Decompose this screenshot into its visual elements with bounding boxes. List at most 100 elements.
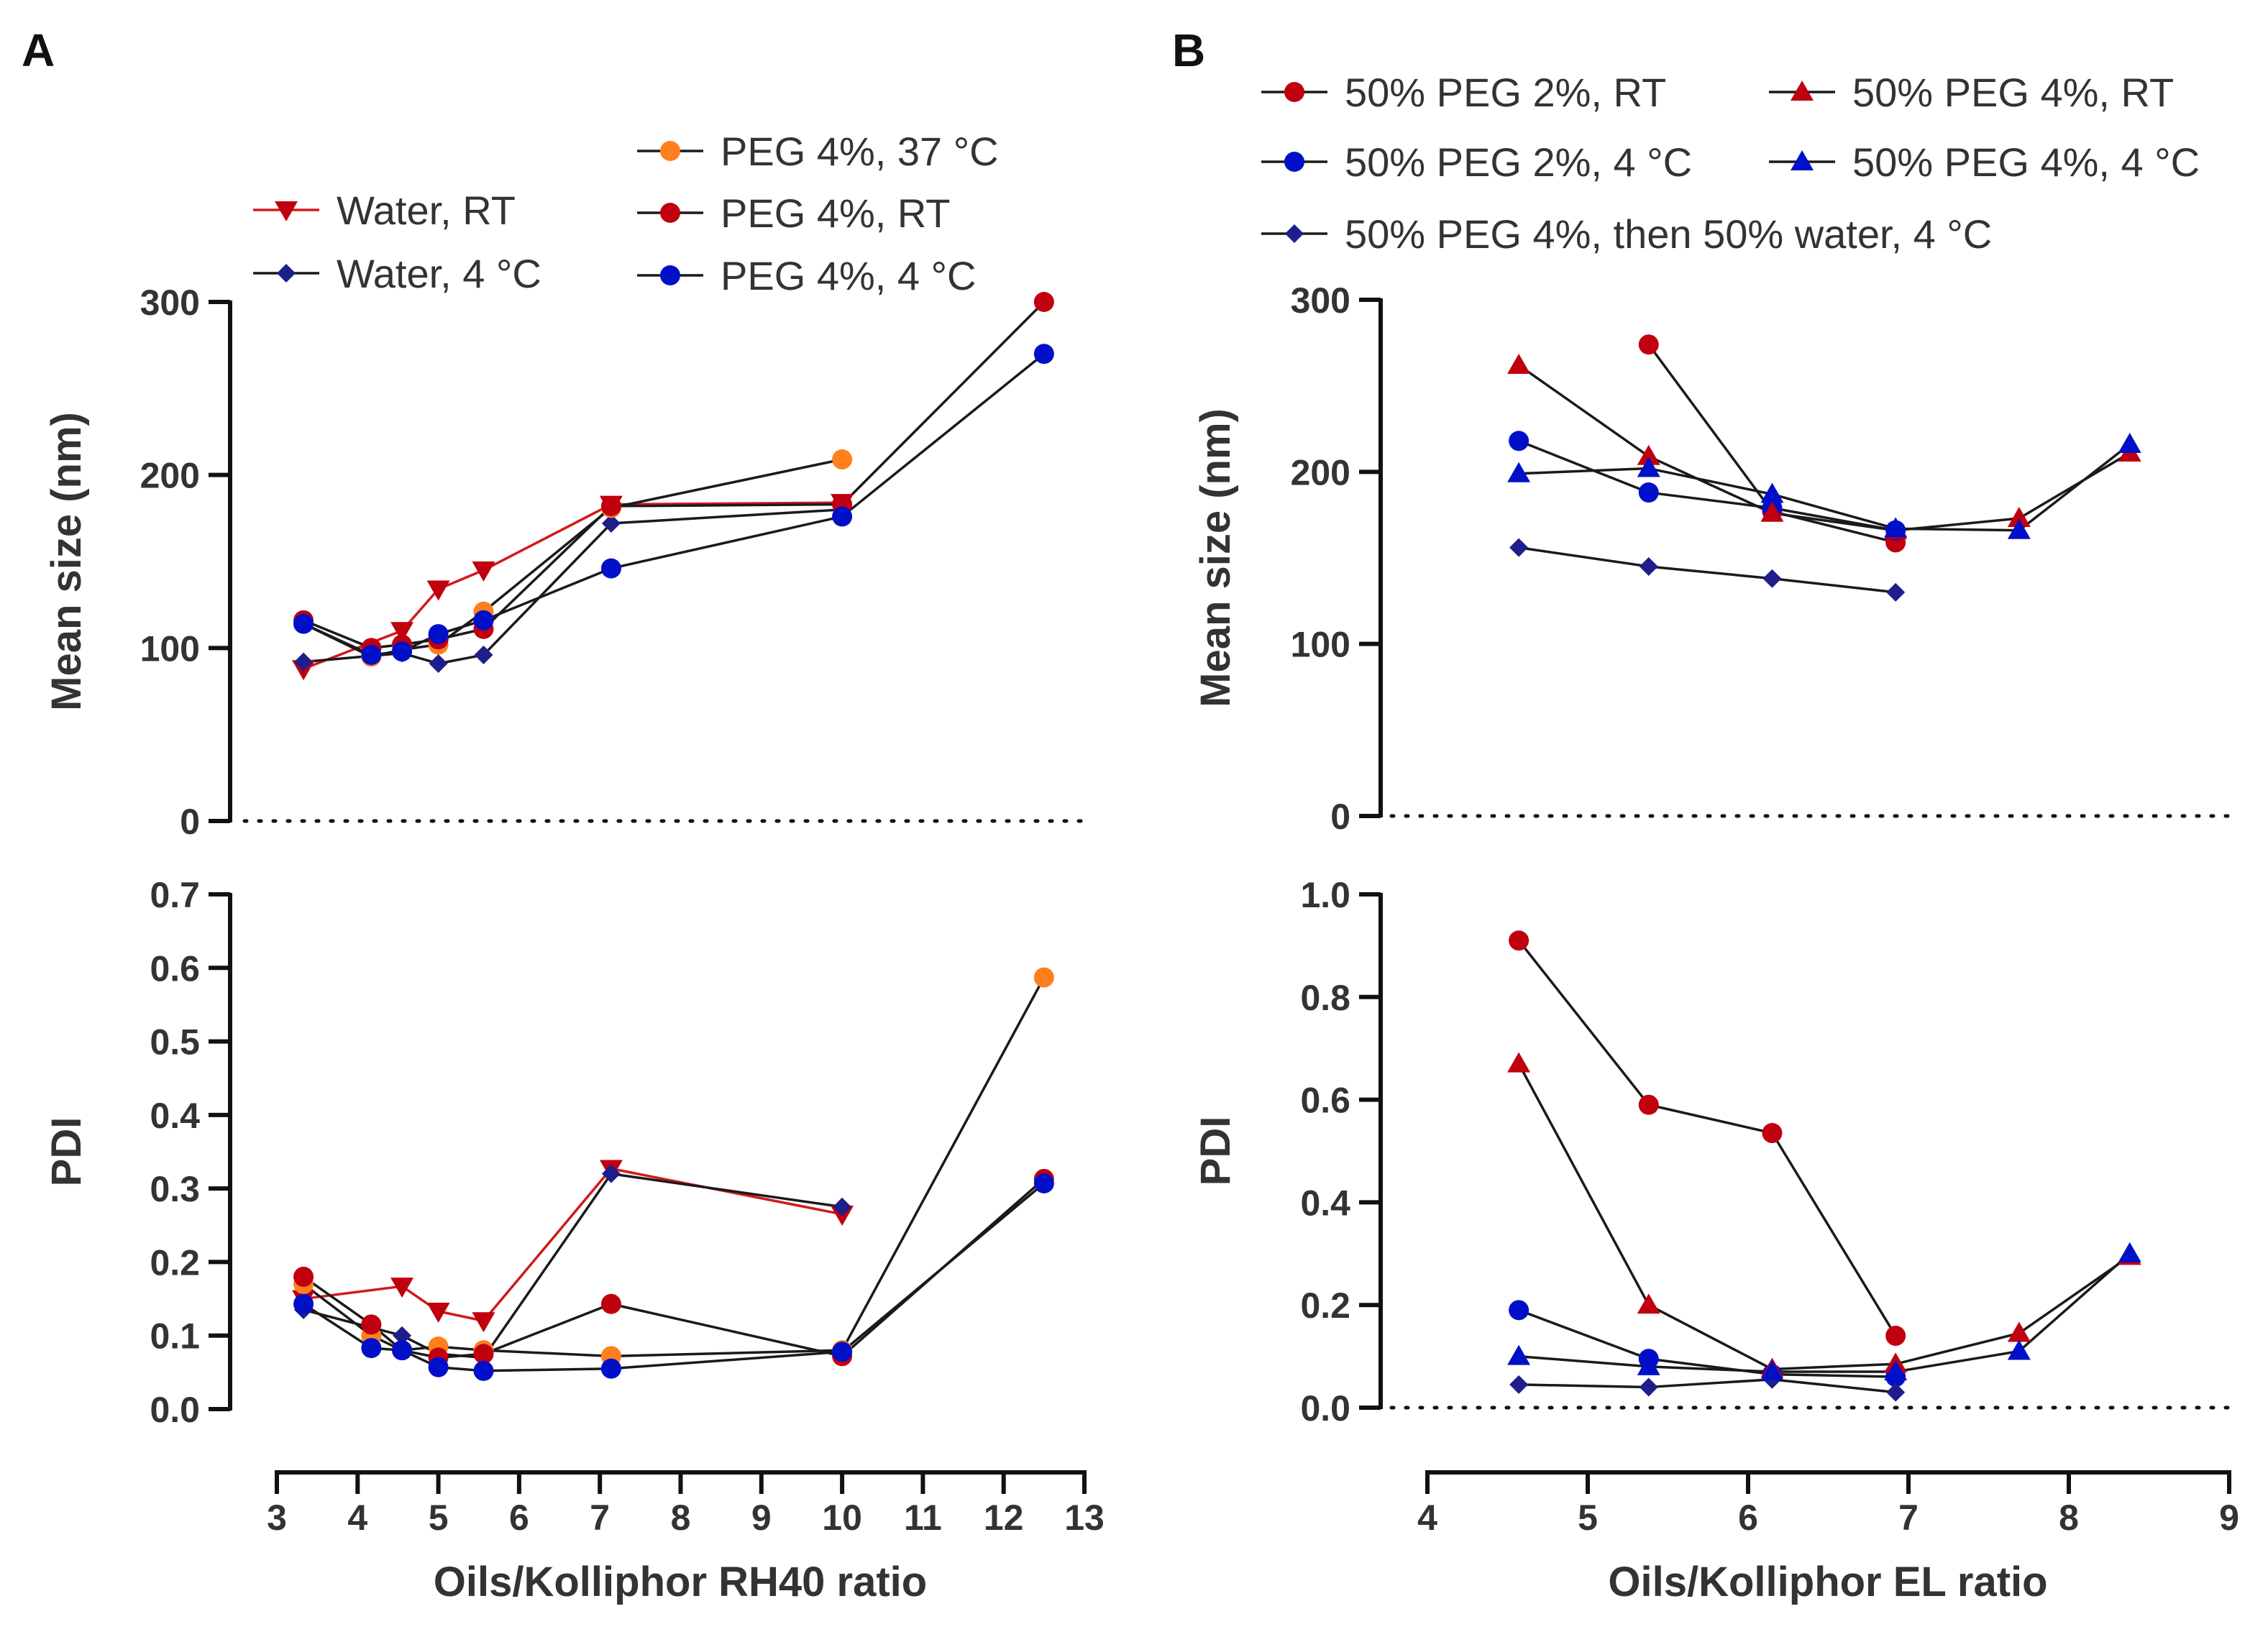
y-tick-label: 0.0 — [150, 1390, 200, 1430]
data-point-50pct-peg-4pct-4-c — [1637, 457, 1660, 477]
legend-marker-diamond — [1285, 224, 1304, 243]
data-point-peg-4pct-4-c — [473, 610, 494, 631]
series-line-50pct-peg-4pct-4-c — [1519, 443, 2131, 532]
x-tick-label: 8 — [2059, 1498, 2079, 1538]
legend-item-50pct-peg-4pct-rt: 50% PEG 4%, RT — [1769, 70, 2174, 115]
y-tick-label: 0 — [1330, 797, 1350, 837]
y-tick-label: 200 — [1291, 452, 1350, 492]
legend-item-peg-4pct-37-c: PEG 4%, 37 °C — [637, 129, 999, 174]
data-point-peg-4pct-4-c — [293, 613, 314, 634]
data-point-50pct-peg-4pct-4-c — [1884, 1360, 1908, 1381]
data-point-50pct-peg-4pct-4-c — [1507, 1344, 1531, 1365]
series-line-water-rt — [303, 1167, 843, 1323]
x-tick-label: 11 — [904, 1498, 942, 1538]
data-point-water-4-c — [294, 652, 314, 671]
data-point-50pct-peg-4pct-4-c — [1760, 482, 1784, 503]
y-tick-label: 300 — [140, 283, 200, 323]
y-tick-label: 0.6 — [1300, 1081, 1350, 1121]
data-point-peg-4pct-4-c — [361, 644, 382, 665]
data-point-peg-4pct-4-c — [392, 641, 413, 662]
data-point-peg-4pct-4-c — [428, 624, 449, 645]
data-point-50pct-peg-4pct-then-50pct-water-4-c — [1639, 556, 1658, 576]
x-tick-label: 3 — [267, 1498, 287, 1538]
x-tick-label: 9 — [751, 1498, 772, 1538]
data-point-peg-4pct-4-c — [600, 558, 621, 579]
data-point-50pct-peg-2pct-rt — [1638, 1094, 1659, 1115]
legend-marker-circle — [660, 141, 680, 161]
legend-marker-triangle-down — [275, 201, 298, 221]
data-point-50pct-peg-4pct-rt — [1760, 501, 1784, 522]
legend-label: Water, RT — [337, 188, 516, 233]
y-tick-label: 100 — [140, 628, 200, 669]
data-point-water-4-c — [601, 1164, 621, 1183]
x-tick-label: 4 — [1417, 1498, 1437, 1538]
data-point-peg-4pct-4-c — [428, 1357, 449, 1377]
legend-label: 50% PEG 2%, RT — [1345, 70, 1666, 115]
data-point-50pct-peg-2pct-rt — [1638, 334, 1659, 355]
legend-marker-circle — [1284, 152, 1304, 172]
legend-item-50pct-peg-2pct-4-c: 50% PEG 2%, 4 °C — [1261, 139, 1692, 185]
data-point-peg-4pct-4-c — [1033, 1173, 1054, 1193]
data-point-50pct-peg-4pct-then-50pct-water-4-c — [1762, 569, 1782, 588]
data-point-peg-4pct-rt — [361, 1314, 382, 1335]
data-point-50pct-peg-4pct-4-c — [2007, 518, 2031, 539]
data-point-peg-4pct-37-c — [832, 449, 853, 470]
data-point-water-rt — [472, 1312, 495, 1333]
data-point-50pct-peg-2pct-4-c — [1509, 1300, 1529, 1321]
data-point-50pct-peg-2pct-4-c — [1638, 482, 1659, 503]
data-point-50pct-peg-4pct-4-c — [1507, 462, 1531, 482]
series-line-50pct-peg-4pct-rt — [1517, 1063, 2131, 1371]
x-tick-label: 5 — [1578, 1498, 1598, 1538]
y-axis-title: PDI — [1192, 1116, 1239, 1186]
x-tick-label: 5 — [429, 1498, 449, 1538]
data-point-peg-4pct-4-c — [832, 506, 853, 527]
y-tick-label: 0.3 — [150, 1169, 200, 1209]
data-point-water-rt — [426, 1302, 450, 1323]
y-tick-label: 0.5 — [150, 1022, 200, 1063]
y-tick-label: 0.7 — [150, 875, 200, 915]
data-point-50pct-peg-4pct-4-c — [2007, 1339, 2031, 1360]
legend-label: PEG 4%, 4 °C — [721, 253, 976, 298]
data-point-water-rt — [426, 580, 450, 601]
y-tick-label: 0.2 — [150, 1242, 200, 1283]
panel-letter-b: B — [1172, 24, 1205, 76]
legend-item-50pct-peg-4pct-then-50pct-water-4-c: 50% PEG 4%, then 50% water, 4 °C — [1261, 211, 1992, 257]
series-line-50pct-peg-2pct-4-c — [1518, 1308, 1896, 1378]
x-tick-label: 12 — [984, 1498, 1024, 1538]
x-tick-label: 10 — [822, 1498, 862, 1538]
x-tick-label: 6 — [1738, 1498, 1758, 1538]
x-tick-label: 7 — [1898, 1498, 1919, 1538]
data-point-water-4-c — [429, 654, 448, 673]
data-point-50pct-peg-4pct-then-50pct-water-4-c — [1886, 582, 1906, 602]
x-tick-label: 13 — [1064, 1498, 1105, 1538]
data-point-peg-4pct-rt — [600, 495, 621, 516]
data-point-50pct-peg-4pct-then-50pct-water-4-c — [1509, 1375, 1529, 1394]
data-point-50pct-peg-4pct-then-50pct-water-4-c — [1886, 1382, 1906, 1402]
data-point-peg-4pct-4-c — [392, 1340, 413, 1361]
data-point-peg-4pct-4-c — [832, 1342, 853, 1362]
series-line-50pct-peg-2pct-4-c — [1518, 439, 1896, 532]
series-line-50pct-peg-2pct-rt — [1517, 940, 1897, 1336]
legend-panel-b: 50% PEG 2%, RT 50% PEG 4%, RT 50% PEG 2%, … — [1261, 70, 2200, 257]
legend-label: 50% PEG 4%, then 50% water, 4 °C — [1345, 211, 1992, 257]
data-point-peg-4pct-rt — [600, 1293, 621, 1314]
y-tick-label: 1.0 — [1300, 875, 1350, 915]
data-point-peg-4pct-rt — [1033, 292, 1054, 312]
legend-marker-circle — [660, 265, 680, 285]
data-point-50pct-peg-4pct-4-c — [2118, 1242, 2141, 1262]
legend-item-50pct-peg-2pct-rt: 50% PEG 2%, RT — [1261, 70, 1666, 115]
x-tick-label: 9 — [2219, 1498, 2239, 1538]
y-tick-label: 0.6 — [150, 948, 200, 989]
data-point-peg-4pct-4-c — [361, 1338, 382, 1359]
series-line-50pct-peg-4pct-then-50pct-water-4-c — [1518, 546, 1896, 594]
y-tick-label: 200 — [140, 456, 200, 496]
series-line-50pct-peg-4pct-then-50pct-water-4-c — [1519, 1377, 1896, 1394]
y-tick-label: 0 — [180, 802, 200, 842]
data-point-peg-4pct-4-c — [1033, 344, 1054, 364]
data-point-50pct-peg-2pct-4-c — [1509, 431, 1529, 451]
data-point-50pct-peg-4pct-rt — [1637, 1293, 1660, 1314]
data-point-water-rt — [390, 622, 414, 643]
data-point-peg-4pct-rt — [293, 1266, 314, 1287]
legend-label: 50% PEG 4%, RT — [1852, 70, 2174, 115]
